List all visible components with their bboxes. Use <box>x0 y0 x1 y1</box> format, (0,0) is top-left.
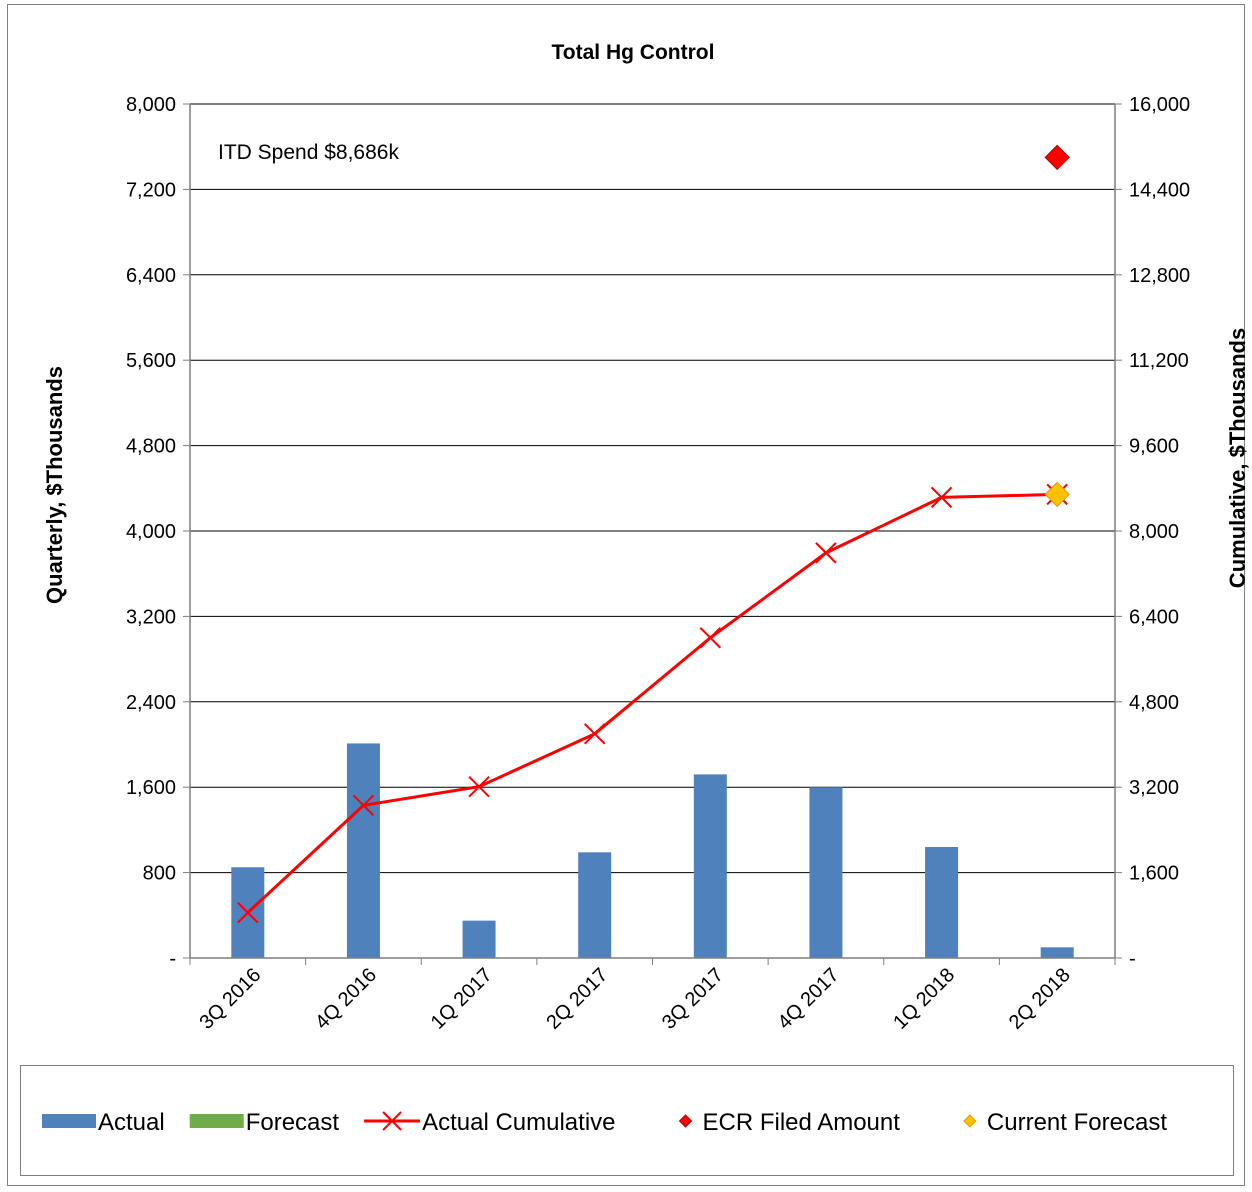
y-tick-label: 7,200 <box>126 179 176 201</box>
legend-label: Actual <box>98 1109 165 1136</box>
legend-item: Actual <box>42 1109 165 1136</box>
legend-label: ECR Filed Amount <box>703 1109 901 1136</box>
y2-tick-label: 3,200 <box>1129 777 1179 799</box>
legend-box <box>20 1065 1234 1176</box>
bar-actual <box>462 920 496 958</box>
y2-tick-label: 1,600 <box>1129 863 1179 885</box>
y2-tick-label: 12,800 <box>1129 265 1190 287</box>
x-axis-ticks: 3Q 2016 4Q 2016 1Q 2017 2Q 2017 3Q 2017 4Q 20… <box>196 964 1075 1034</box>
y2-tick-label: 9,600 <box>1129 436 1179 458</box>
legend-swatch <box>963 1114 977 1128</box>
cumulative-point-marker <box>930 486 953 509</box>
y-axis-label: Quarterly, $Thousands <box>42 366 67 604</box>
markers <box>1044 144 1070 508</box>
y-tick-label: 4,800 <box>126 436 176 458</box>
bar-actual <box>578 852 612 958</box>
x-tick-label: 3Q 2017 <box>658 964 728 1034</box>
y-tick-label: 1,600 <box>126 777 176 799</box>
legend-swatch-marker <box>382 1111 402 1131</box>
bar-actual <box>346 743 380 958</box>
cumulative-point-marker <box>583 723 606 745</box>
legend-label: Forecast <box>246 1109 340 1136</box>
legend-swatch <box>678 1114 693 1128</box>
current-forecast-marker <box>1044 481 1070 508</box>
y2-tick-label: 6,400 <box>1129 606 1179 628</box>
legend: Actual Forecast Actual Cumulative ECR Filed… <box>42 1109 1167 1136</box>
legend-swatch <box>42 1114 96 1128</box>
legend-label: Actual Cumulative <box>422 1109 615 1136</box>
legend-item: Current Forecast <box>963 1109 1167 1136</box>
y2-tick-label: 8,000 <box>1129 521 1179 543</box>
ecr-filed-amount-marker <box>1044 144 1070 171</box>
y-tick-label: 3,200 <box>126 606 176 628</box>
x-tick-label: 4Q 2016 <box>311 964 381 1034</box>
gridlines <box>190 103 1115 874</box>
chart-frame <box>7 4 1245 1186</box>
cumulative-point-marker <box>699 627 722 649</box>
legend-swatch <box>189 1114 244 1128</box>
cumulative-line <box>237 483 1068 924</box>
x-tick-label: 2Q 2018 <box>1005 964 1075 1034</box>
cumulative-point-marker <box>352 794 375 817</box>
y2-tick-label: 11,200 <box>1129 350 1189 372</box>
y-tick-label: 800 <box>143 863 176 885</box>
cumulative-line-path <box>246 492 1058 914</box>
bar-actual <box>693 774 727 958</box>
x-tick-label: 3Q 2016 <box>196 964 266 1034</box>
cumulative-point-marker <box>815 542 837 564</box>
y-tick-label: 4,000 <box>126 521 176 543</box>
y-tick-label: - <box>169 948 176 970</box>
x-tick-label: 1Q 2017 <box>427 964 497 1034</box>
chart-title: Total Hg Control <box>552 41 715 64</box>
legend-item: Actual Cumulative <box>364 1109 616 1136</box>
cumulative-point-marker <box>237 901 259 924</box>
y2-tick-label: 4,800 <box>1129 692 1179 714</box>
bars <box>231 743 1074 958</box>
legend-item: ECR Filed Amount <box>678 1109 901 1136</box>
x-tick-label: 2Q 2017 <box>542 964 612 1034</box>
y2-axis-ticks: - 1,600 3,200 4,800 6,400 8,000 9,600 11,200 12,… <box>1129 94 1190 970</box>
legend-item: Forecast <box>189 1109 340 1136</box>
y-axis-ticks: - 800 1,600 2,400 3,200 4,000 4,800 5,600 6,400 7… <box>126 94 176 970</box>
itd-spend-annotation: ITD Spend $8,686k <box>218 141 399 164</box>
bar-actual <box>1040 947 1074 958</box>
y-tick-label: 5,600 <box>126 350 176 372</box>
x-tick-label: 4Q 2017 <box>774 964 844 1034</box>
x-tick-label: 1Q 2018 <box>889 964 959 1034</box>
y-tick-label: 8,000 <box>126 94 176 116</box>
cumulative-point-marker <box>468 775 490 798</box>
axes <box>183 103 1122 965</box>
y-tick-label: 2,400 <box>126 692 176 714</box>
legend-label: Current Forecast <box>987 1109 1167 1136</box>
y-tick-label: 6,400 <box>126 265 176 287</box>
bar-actual <box>925 846 959 958</box>
y2-tick-label: - <box>1129 948 1136 970</box>
bar-actual <box>809 787 843 958</box>
y2-tick-label: 14,400 <box>1129 179 1190 201</box>
y2-axis-label: Cumulative, $Thousands <box>1225 328 1250 588</box>
y2-tick-label: 16,000 <box>1129 94 1190 116</box>
